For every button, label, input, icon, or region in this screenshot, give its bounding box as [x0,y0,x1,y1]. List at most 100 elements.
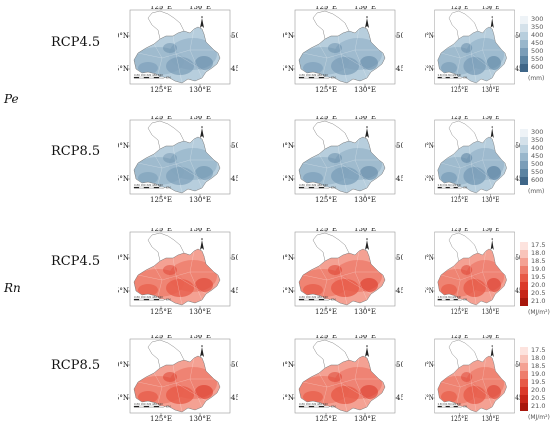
shaded-region [299,137,385,193]
lon-label-bottom-left: 125°E [315,86,337,92]
lat-label-left-top: 50°N [118,361,129,369]
lat-label-left-top: 50°N [283,32,294,40]
scale-bar-numbers: 0 80 160 320 480 640 [438,184,462,187]
lat-label-right-bottom: 45°N [515,286,521,295]
legend-swatch [520,274,528,282]
legend-swatch [520,16,528,24]
legend-swatch [520,145,528,153]
legend-swatch [520,32,528,40]
scenario-label-row-2: RCP8.5 [51,144,101,159]
lon-label-bottom-left: 125°E [150,196,172,202]
legend-tick-label: 18.0 [531,249,546,257]
legend-swatch [520,371,528,379]
shaded-region [437,356,507,412]
scale-bar-unit: KM [463,405,467,408]
lat-label-left-top: 50°N [283,361,294,369]
scale-bar-unit: KM [331,186,336,190]
lat-label-right-bottom: 45°N [231,175,238,183]
legend-swatch [520,242,528,250]
scale-bar-unit: KM [463,298,467,301]
lon-label-top-left: 125°E [451,6,469,11]
north-arrow-icon [200,345,204,357]
legend-tick-label: 17.5 [531,241,546,249]
variable-label-rn: Rn [4,281,21,295]
lat-label-right-top: 50°N [396,361,403,369]
legend-swatch [520,258,528,266]
lat-label-left-bottom: 45°N [283,175,294,183]
northern-boundary [312,10,350,40]
legend-tick-label: 19.0 [531,265,546,273]
province-outline [437,26,507,84]
north-arrow-icon [365,126,369,138]
north-arrow-icon [365,238,369,250]
legend-tick-label: 600 [531,63,544,71]
legend-tick-label: 21.0 [531,402,546,410]
lat-label-left-bottom: 45°N [425,393,434,402]
lon-label-bottom-right: 130°E [354,196,376,202]
scale-bar-unit: KM [331,405,336,409]
northern-boundary [147,232,185,262]
lon-label-top-right: 130°E [189,335,211,340]
lon-label-top-left: 125°E [451,228,469,233]
legend-tick-label: 19.0 [531,370,546,378]
lat-label-left-top: 50°N [425,31,434,40]
lat-label-right-top: 50°N [515,360,521,369]
scale-bar-numbers: 0 80 160 320 480 640 [299,183,328,187]
legend-unit: (MJ/m²) [528,309,550,316]
lon-label-top-left: 125°E [315,6,337,11]
north-arrow-icon [490,345,494,357]
lon-label-top-right: 130°E [189,6,211,11]
legend-tick-label: 20.5 [531,289,546,297]
north-arrow-icon [490,16,494,28]
scale-bar-unit: KM [331,298,336,302]
legend-swatch [520,355,528,363]
province-outline [298,355,386,413]
scale-bar-unit: KM [463,186,467,189]
legend-tick-label: 19.5 [531,378,546,386]
scale-bar-unit: KM [166,298,171,302]
legend-tick-label: 18.0 [531,354,546,362]
lon-label-bottom-left: 125°E [451,414,469,421]
scale-bar-unit: KM [166,405,171,409]
legend-swatch [520,290,528,298]
lon-label-top-left: 125°E [315,228,337,233]
northern-boundary [147,120,185,150]
scale-bar-numbers: 0 80 160 320 480 640 [134,402,163,406]
lat-label-right-bottom: 45°N [515,393,521,402]
lon-label-top-right: 130°E [482,6,500,11]
lat-label-left-top: 50°N [425,141,434,150]
province-outline [437,355,507,413]
scale-bar-unit: KM [331,76,336,80]
legend-swatch [520,379,528,387]
province-outline [298,248,386,306]
lat-label-left-bottom: 45°N [118,394,129,402]
lat-label-left-top: 50°N [283,254,294,262]
legend-unit: (mm) [528,188,545,195]
scale-bar-unit: KM [463,76,467,79]
legend-tick-label: 550 [531,55,544,63]
lat-label-right-bottom: 45°N [396,65,403,73]
province-outline [298,26,386,84]
legend-swatch [520,347,528,355]
lon-label-top-left: 125°E [150,335,172,340]
province-outline [133,248,221,306]
shaded-region [134,249,220,305]
lon-label-bottom-left: 125°E [315,308,337,314]
north-arrow-icon [490,126,494,138]
legend-tick-label: 500 [531,160,544,168]
lon-label-top-right: 130°E [354,335,376,340]
